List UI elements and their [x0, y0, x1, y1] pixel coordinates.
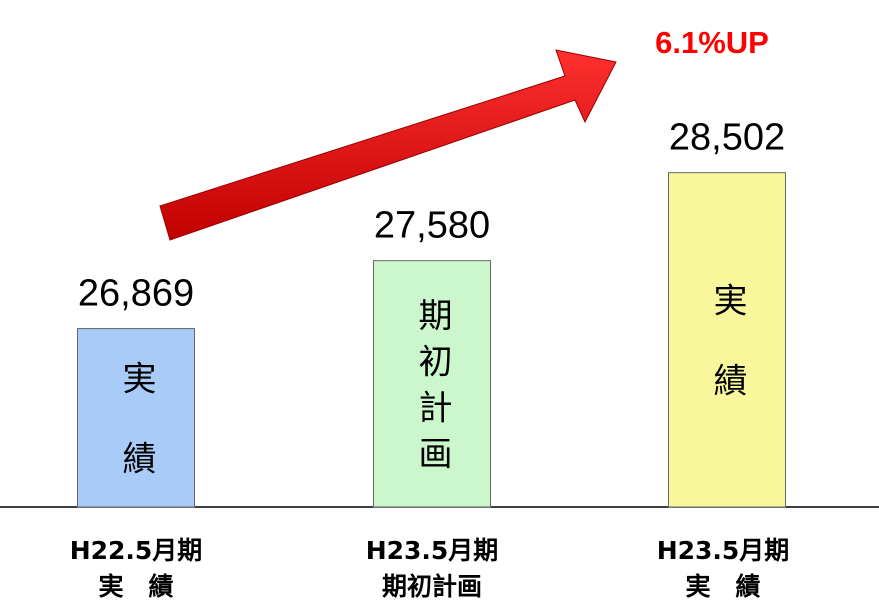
bar — [77, 328, 195, 508]
x-tick-label: H23.5月期 — [657, 536, 790, 565]
bar — [373, 260, 491, 508]
x-tick-label: 実 績 — [685, 572, 760, 601]
up-arrow — [159, 49, 617, 241]
bar-inner-label: 実績 — [707, 283, 747, 443]
value-label: 27,580 — [374, 205, 490, 247]
value-label: 26,869 — [78, 273, 194, 315]
bar-inner-label: 期初計画 — [412, 298, 452, 482]
x-tick-label: 実 績 — [98, 572, 173, 601]
bar — [668, 172, 786, 508]
x-tick-label: H22.5月期 — [70, 536, 203, 565]
x-tick-label: 期初計画 — [382, 572, 482, 601]
value-label: 28,502 — [669, 117, 785, 159]
x-tick-label: H23.5月期 — [366, 536, 499, 565]
annotation: 6.1%UP — [655, 25, 769, 60]
bar-inner-label: 実績 — [116, 361, 156, 521]
